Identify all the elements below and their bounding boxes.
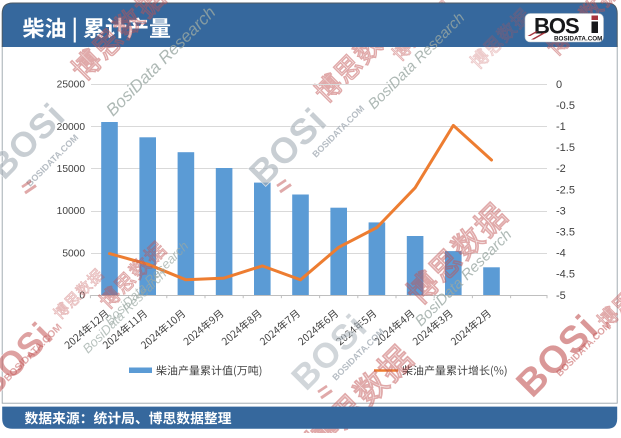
svg-text:-4: -4 <box>556 248 566 260</box>
svg-text:-2: -2 <box>556 163 566 175</box>
svg-text:0: 0 <box>556 79 562 91</box>
svg-text:BOSIDATA.COM: BOSIDATA.COM <box>554 35 602 42</box>
svg-text:20000: 20000 <box>57 122 86 133</box>
svg-text:-2.5: -2.5 <box>556 184 575 196</box>
svg-text:5000: 5000 <box>62 248 85 259</box>
svg-text:-5: -5 <box>556 290 566 302</box>
svg-text:25000: 25000 <box>57 80 86 91</box>
svg-text:-1: -1 <box>556 121 566 133</box>
svg-text:15000: 15000 <box>57 164 86 175</box>
svg-text:-4.5: -4.5 <box>556 269 575 281</box>
svg-text:-0.5: -0.5 <box>556 100 575 112</box>
svg-text:0: 0 <box>79 291 85 302</box>
svg-text:-1.5: -1.5 <box>556 142 575 154</box>
svg-text:-3: -3 <box>556 205 566 217</box>
svg-text:-3.5: -3.5 <box>556 227 575 239</box>
svg-text:10000: 10000 <box>57 206 86 217</box>
